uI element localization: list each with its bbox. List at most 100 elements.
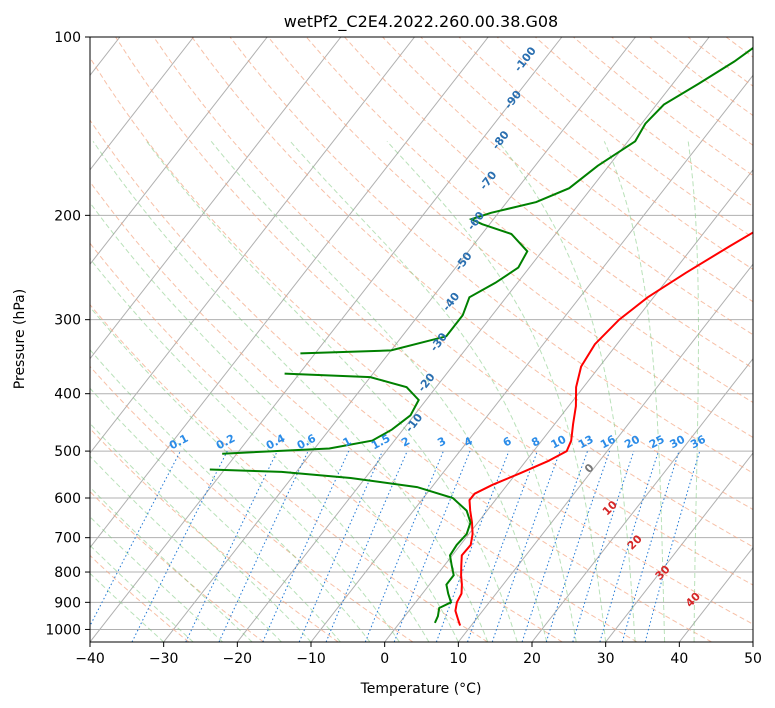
- dry-adiabat-label: -80: [489, 128, 512, 152]
- x-tick-label: 30: [597, 651, 615, 667]
- dry-adiabat-label: -10: [403, 411, 426, 435]
- x-tick-label: −30: [149, 651, 179, 667]
- isotherm-line: [310, 74, 753, 642]
- dewpoint-line: [222, 372, 420, 455]
- dry-adiabat-line: [191, 37, 753, 511]
- mixing-ratio-label: 0.2: [214, 432, 237, 453]
- mixing-ratio-line: [491, 450, 561, 642]
- moist-adiabat-line: [90, 201, 459, 642]
- isotherm-line: [90, 37, 489, 549]
- dry-adiabat-line: [458, 37, 753, 271]
- dry-adiabat-label: -30: [428, 330, 451, 354]
- x-tick-label: 50: [744, 651, 762, 667]
- isotherm-line: [90, 37, 194, 171]
- isotherm-line: [90, 37, 342, 360]
- isotherm-line: [752, 641, 753, 642]
- dry-adiabat-line: [90, 181, 638, 642]
- moist-adiabat-line: [90, 544, 194, 642]
- moist-adiabat-line: [90, 349, 371, 642]
- dry-adiabat-line: [573, 37, 753, 177]
- isotherm-line: [236, 37, 710, 642]
- mixing-ratio-label: 0.1: [167, 432, 190, 453]
- x-tick-label: 40: [670, 651, 688, 667]
- moist-adiabat-line: [603, 141, 666, 642]
- mixing-ratio-label: 2: [399, 434, 412, 449]
- dry-adiabat-label: -20: [415, 370, 438, 394]
- x-axis-label: Temperature (°C): [360, 681, 482, 697]
- x-tick-label: −10: [296, 651, 326, 667]
- dry-adiabat-line: [305, 37, 753, 403]
- y-axis-label: Pressure (hPa): [12, 289, 28, 389]
- dry-adiabat-line: [534, 37, 753, 207]
- x-tick-label: 10: [449, 651, 467, 667]
- dry-adiabat-line: [420, 37, 753, 303]
- mixing-ratio-label: 25: [647, 433, 667, 452]
- mixing-ratio-line: [435, 450, 510, 642]
- mixing-ratio-label: 16: [598, 433, 618, 452]
- dry-adiabat-label: -90: [502, 88, 525, 112]
- mixing-ratio-line: [599, 450, 659, 642]
- mixing-ratio-line: [621, 450, 680, 642]
- moist-adiabat-line: [497, 140, 636, 642]
- moist-adiabat-line: [90, 387, 341, 642]
- dry-adiabat-line: [153, 37, 753, 548]
- mixing-ratio-label: 13: [576, 433, 596, 452]
- moist-adiabat-line: [210, 140, 548, 642]
- mixing-ratio-label: 1: [341, 434, 354, 449]
- isotherm-line: [457, 263, 753, 642]
- mixing-ratio-line: [298, 450, 383, 642]
- moist-adiabat-line: [90, 422, 312, 642]
- moist-adiabat-label: 0: [582, 461, 597, 476]
- mixing-ratio-line: [218, 450, 309, 642]
- x-tick-label: −20: [223, 651, 253, 667]
- mixing-ratio-label: 6: [501, 434, 514, 449]
- temperature-line: [454, 231, 753, 626]
- mixing-ratio-line: [131, 450, 228, 642]
- moist-adiabat-line: [687, 141, 699, 642]
- mixing-ratio-line: [521, 450, 588, 642]
- moist-adiabat-line: [146, 141, 518, 642]
- isotherm-line: [384, 168, 753, 642]
- moist-adiabat-line: [92, 141, 489, 642]
- dry-adiabat-line: [90, 303, 488, 642]
- dry-adiabat-line: [90, 365, 414, 642]
- dry-adiabat-line: [90, 119, 712, 642]
- dry-adiabat-line: [90, 242, 563, 642]
- chart-title: wetPf2_C2E4.2022.260.00.38.G08: [284, 12, 558, 32]
- mixing-ratio-line: [644, 450, 701, 642]
- isotherm-line: [90, 37, 415, 454]
- dry-adiabat-line: [90, 56, 753, 625]
- plot-frame: [89, 36, 754, 643]
- mixing-ratio-line: [393, 450, 471, 642]
- moist-adiabat-line: [386, 140, 607, 642]
- moist-adiabat-label: 10: [600, 498, 620, 518]
- y-tick-label: 100: [54, 30, 81, 46]
- y-tick-label: 400: [54, 387, 81, 403]
- moist-adiabat-label: 40: [683, 590, 703, 610]
- dry-adiabat-label: -50: [452, 249, 475, 273]
- dry-adiabat-line: [115, 37, 753, 586]
- dry-adiabat-line: [496, 37, 753, 239]
- x-tick-label: 0: [380, 651, 389, 667]
- moist-adiabat-line: [289, 140, 577, 642]
- dry-adiabat-line: [90, 554, 190, 642]
- dry-adiabat-line: [229, 37, 753, 474]
- mixing-ratio-label: 1.5: [369, 432, 392, 453]
- moist-adiabat-line: [90, 572, 165, 642]
- moist-adiabat-line: [90, 486, 253, 642]
- mixing-ratio-label: 0.4: [264, 432, 288, 453]
- y-tick-label: 700: [54, 531, 81, 547]
- isotherm-line: [90, 37, 268, 266]
- isotherm-line: [605, 452, 753, 642]
- y-tick-label: 900: [54, 595, 81, 611]
- dry-adiabat-line: [687, 37, 753, 87]
- moist-adiabat-line: [90, 306, 400, 642]
- mixing-ratio-line: [545, 450, 611, 642]
- mixing-ratio-line: [572, 450, 635, 642]
- moist-adiabat-label: 30: [653, 562, 673, 582]
- mixing-ratio-line: [325, 450, 408, 642]
- dewpoint-line: [300, 46, 753, 355]
- dry-adiabat-label: -100: [512, 44, 539, 74]
- moist-adiabat-line: [90, 257, 430, 642]
- mixing-ratio-line: [262, 450, 350, 642]
